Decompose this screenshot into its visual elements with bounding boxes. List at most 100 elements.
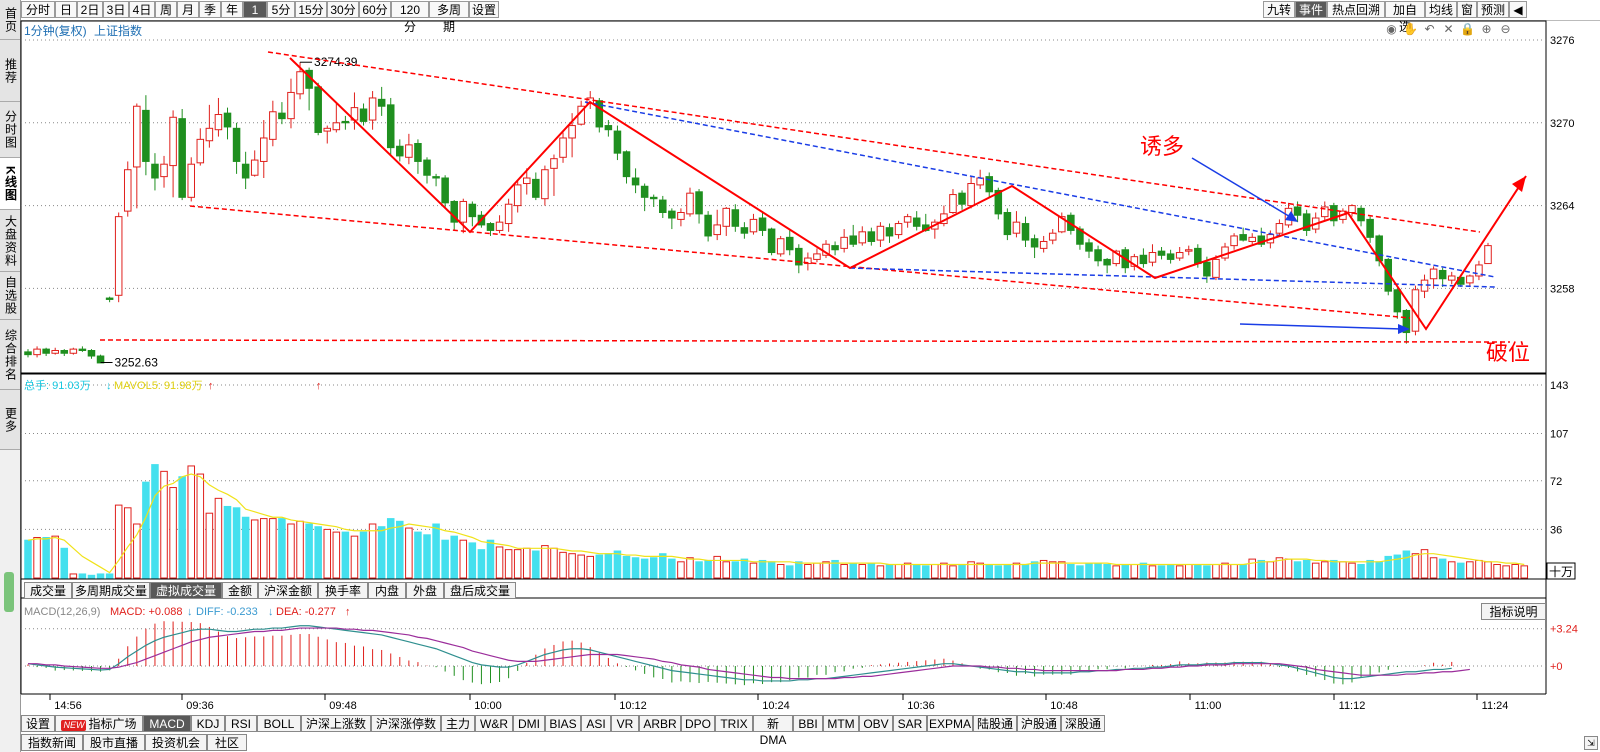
volume-bar — [386, 518, 395, 579]
period-button-2[interactable]: 2日 — [77, 1, 103, 18]
sidebar-item-0[interactable]: 首页 — [0, 0, 20, 40]
period-button-7[interactable]: 季 — [199, 1, 221, 18]
candle-body — [423, 159, 431, 176]
period-button-3[interactable]: 3日 — [103, 1, 129, 18]
bottom-settings-button[interactable]: 设置 — [21, 715, 55, 732]
bottom-tab-9[interactable]: DMI — [513, 715, 545, 732]
bottom-tab-14[interactable]: DPO — [681, 715, 715, 732]
sidebar-scroll-thumb[interactable] — [4, 572, 14, 612]
bottom-tab-24[interactable]: 深股通 — [1061, 715, 1105, 732]
news-tab-3[interactable]: 社区 — [207, 734, 247, 751]
candle-body — [985, 176, 994, 193]
sidebar-item-4[interactable]: 大盘资料 — [0, 210, 20, 272]
bottom-tab-12[interactable]: VR — [611, 715, 639, 732]
function-button-2[interactable]: 热点回溯 — [1327, 1, 1385, 18]
function-button-6[interactable]: 预测 — [1477, 1, 1509, 18]
function-button-4[interactable]: 均线 — [1425, 1, 1457, 18]
bottom-tab-8[interactable]: W&R — [475, 715, 513, 732]
sidebar-item-1[interactable]: 推荐 — [0, 40, 20, 102]
period-button-1[interactable]: 日 — [55, 1, 77, 18]
function-button-0[interactable]: 九转 — [1263, 1, 1295, 18]
volume-tab-8[interactable]: 盘后成交量 — [444, 582, 516, 599]
volume-bar — [840, 564, 848, 579]
bottom-tab-18[interactable]: MTM — [823, 715, 859, 732]
collapse-icon[interactable]: ◀ — [1509, 1, 1527, 18]
period-button-4[interactable]: 4日 — [129, 1, 155, 18]
function-button-5[interactable]: 窗 — [1457, 1, 1477, 18]
lock-icon[interactable]: 🔒 — [1460, 22, 1475, 36]
bottom-tab-7[interactable]: 主力 — [441, 715, 475, 732]
undo-icon[interactable]: ↶ — [1424, 22, 1435, 36]
period-button-8[interactable]: 年 — [221, 1, 243, 18]
bottom-tab-15[interactable]: TRIX — [715, 715, 753, 732]
sidebar-item-2[interactable]: 分时图 — [0, 102, 20, 158]
function-button-1[interactable]: 事件 — [1295, 1, 1327, 18]
zoom-in-icon[interactable]: ⊕ — [1481, 22, 1492, 36]
period-button-6[interactable]: 月 — [177, 1, 199, 18]
sidebar-item-6[interactable]: 综合排名 — [0, 320, 20, 390]
period-button-16[interactable]: 设置 — [469, 1, 499, 18]
annotation-induce: 诱多 — [1140, 134, 1184, 159]
candle-body — [432, 176, 440, 179]
period-button-0[interactable]: 分时 — [21, 1, 55, 18]
volume-tab-5[interactable]: 换手率 — [318, 582, 368, 599]
bottom-tab-11[interactable]: ASI — [581, 715, 611, 732]
bottom-tab-13[interactable]: ARBR — [639, 715, 681, 732]
volume-bar — [441, 539, 449, 579]
volume-bar — [631, 557, 640, 579]
bottom-tab-23[interactable]: 沪股通 — [1017, 715, 1061, 732]
cross-icon[interactable]: ✕ — [1443, 22, 1454, 36]
period-button-13[interactable]: 60分 — [359, 1, 391, 18]
bottom-tab-10[interactable]: BIAS — [545, 715, 581, 732]
volume-tab-0[interactable]: 成交量 — [24, 582, 72, 599]
candle-body — [776, 238, 785, 255]
news-tab-2[interactable]: 投资机会 — [145, 734, 207, 751]
bottom-tab-0[interactable]: NEW 指标广场 — [55, 715, 143, 732]
volume-tab-1[interactable]: 多周期成交量 — [72, 582, 150, 599]
candle-body — [87, 350, 96, 357]
sidebar-item-7[interactable]: 更多 — [0, 390, 20, 450]
bottom-tab-3[interactable]: RSI — [225, 715, 257, 732]
bottom-tab-21[interactable]: EXPMA — [927, 715, 973, 732]
volume-bar — [541, 545, 549, 579]
volume-tab-4[interactable]: 沪深金额 — [258, 582, 318, 599]
candle-body — [1184, 249, 1193, 252]
volume-tab-3[interactable]: 金额 — [222, 582, 258, 599]
period-button-15[interactable]: 多周期 — [429, 1, 469, 34]
bottom-tab-22[interactable]: 陆股通 — [973, 715, 1017, 732]
sidebar-item-5[interactable]: 自选股 — [0, 272, 20, 320]
zoom-out-icon[interactable]: ⊖ — [1500, 22, 1511, 36]
period-button-5[interactable]: 周 — [155, 1, 177, 18]
period-button-10[interactable]: 5分 — [267, 1, 295, 18]
period-button-11[interactable]: 15分 — [295, 1, 327, 18]
resize-grip-icon[interactable]: ⇲ — [1584, 736, 1598, 750]
bottom-tab-6[interactable]: 沪深涨停数 — [371, 715, 441, 732]
period-button-12[interactable]: 30分 — [327, 1, 359, 18]
indicator-explain-button[interactable]: 指标说明 — [1481, 603, 1546, 620]
news-tab-0[interactable]: 指数新闻 — [21, 734, 83, 751]
bottom-tab-20[interactable]: SAR — [893, 715, 927, 732]
bottom-tab-1[interactable]: MACD — [143, 715, 191, 732]
bottom-tab-4[interactable]: BOLL — [257, 715, 301, 732]
eye-icon[interactable]: ◉ — [1386, 22, 1397, 36]
volume-bar — [1330, 559, 1338, 579]
bottom-tab-16[interactable]: 新DMA — [753, 715, 793, 747]
bottom-tab-19[interactable]: OBV — [859, 715, 893, 732]
bottom-tab-5[interactable]: 沪深上涨数 — [301, 715, 371, 732]
volume-tab-2[interactable]: 虚拟成交量 — [150, 582, 222, 599]
hand-icon[interactable]: ✋ — [1403, 22, 1418, 36]
function-button-3[interactable]: 加自选 — [1385, 1, 1425, 34]
bottom-tab-2[interactable]: KDJ — [191, 715, 225, 732]
news-tab-1[interactable]: 股市直播 — [83, 734, 145, 751]
candle-body — [568, 125, 576, 139]
sidebar-item-3[interactable]: K线图 — [0, 158, 20, 210]
candle-body — [804, 257, 812, 265]
period-button-9[interactable]: 1分 — [243, 1, 267, 34]
volume-tab-6[interactable]: 内盘 — [368, 582, 406, 599]
macd-tick-label: +0 — [1550, 661, 1563, 673]
candle-body — [359, 108, 368, 122]
volume-bar — [396, 520, 404, 579]
period-button-14[interactable]: 120分 — [391, 1, 429, 34]
bottom-tab-17[interactable]: BBI — [793, 715, 823, 732]
volume-tab-7[interactable]: 外盘 — [406, 582, 444, 599]
